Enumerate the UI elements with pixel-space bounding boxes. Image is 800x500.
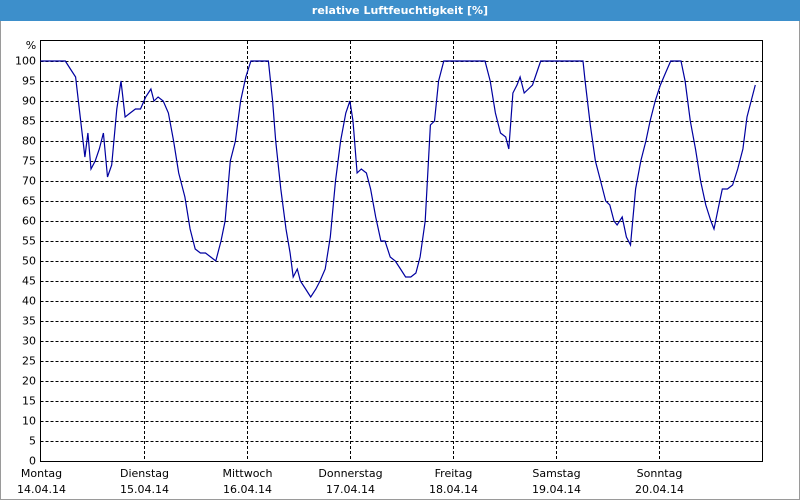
y-tick-label: 75: [22, 155, 36, 168]
y-tick-label: 95: [22, 75, 36, 88]
y-tick-label: 35: [22, 315, 36, 328]
y-tick-label: 40: [22, 295, 36, 308]
y-tick-label: 60: [22, 215, 36, 228]
x-tick-date: 17.04.14: [326, 483, 375, 496]
x-tick-label: Montag: [21, 467, 62, 480]
x-tick-date: 14.04.14: [17, 483, 66, 496]
x-tick-date: 16.04.14: [223, 483, 272, 496]
y-tick-label: 80: [22, 135, 36, 148]
y-tick-label: 25: [22, 355, 36, 368]
x-tick-label: Donnerstag: [318, 467, 382, 480]
plot-frame: [40, 40, 763, 462]
title-bar: [0, 0, 800, 21]
x-tick-date: 19.04.14: [532, 483, 581, 496]
y-tick-label: 15: [22, 395, 36, 408]
x-tick-label: Mittwoch: [223, 467, 273, 480]
y-tick-label: 100: [15, 55, 36, 68]
y-tick-label: 50: [22, 255, 36, 268]
y-tick-label: 65: [22, 195, 36, 208]
y-tick-label: 30: [22, 335, 36, 348]
y-tick-label: 20: [22, 375, 36, 388]
y-tick-label: 10: [22, 415, 36, 428]
x-tick-date: 20.04.14: [635, 483, 684, 496]
x-tick-label: Freitag: [435, 467, 473, 480]
y-tick-label: 70: [22, 175, 36, 188]
x-tick-date: 18.04.14: [429, 483, 478, 496]
y-tick-label: 55: [22, 235, 36, 248]
y-tick-label: 0: [29, 455, 36, 468]
y-tick-label: 90: [22, 95, 36, 108]
y-tick-label: 45: [22, 275, 36, 288]
x-tick-label: Sonntag: [637, 467, 683, 480]
data-line: [40, 60, 756, 299]
y-tick-label: 5: [29, 435, 36, 448]
y-unit: %: [26, 39, 36, 52]
x-tick-label: Samstag: [532, 467, 580, 480]
x-tick-date: 15.04.14: [120, 483, 169, 496]
x-tick-label: Dienstag: [120, 467, 169, 480]
chart-title: relative Luftfeuchtigkeit [%]: [312, 4, 488, 17]
y-tick-label: 85: [22, 115, 36, 128]
